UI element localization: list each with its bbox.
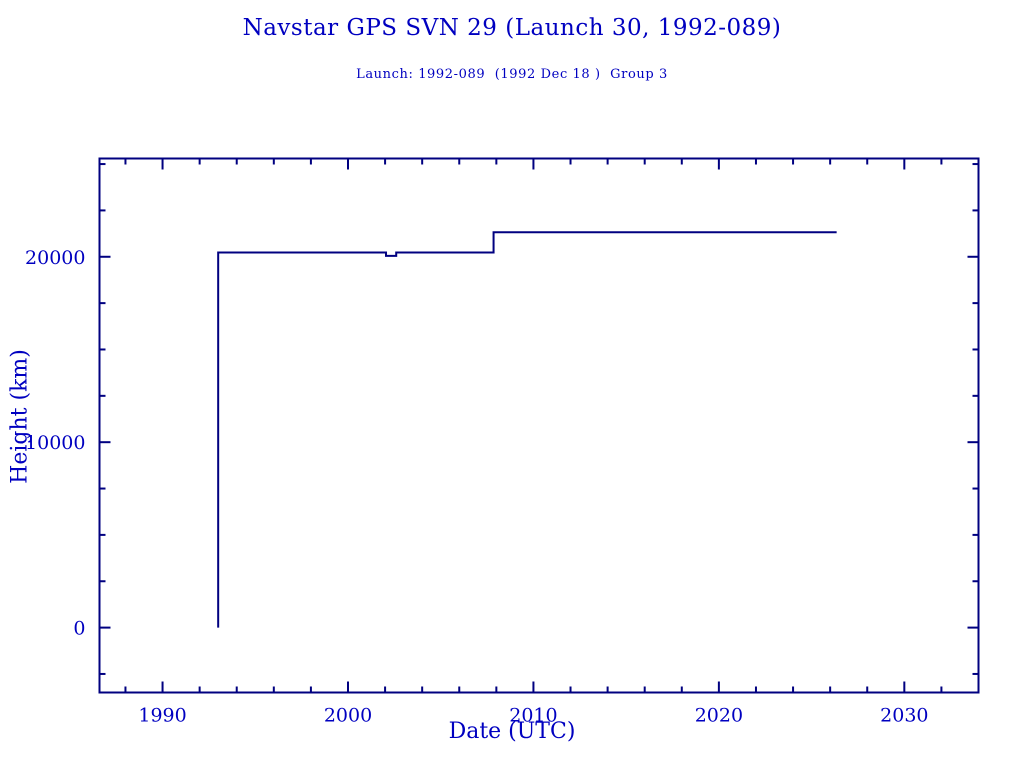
x-tick-label: 2000 [324, 705, 372, 727]
x-tick-label: 1990 [138, 705, 186, 727]
x-tick-label: 2020 [695, 705, 743, 727]
data-series-group [217, 231, 837, 628]
chart-subtitle: Launch: 1992-089 (1992 Dec 18 ) Group 3 [356, 67, 668, 82]
y-axis-tick-labels: 0 10000 20000 [25, 247, 85, 640]
plot-frame [98, 157, 980, 694]
plot-border [98, 157, 980, 694]
x-axis-label: Date (UTC) [448, 719, 576, 744]
y-tick-label: 0 [73, 618, 85, 640]
x-axis-tick-labels: 1990 2000 2010 2020 2030 [138, 705, 928, 727]
y-tick-label: 10000 [25, 432, 85, 454]
data-line-height [217, 231, 837, 628]
chart-title: Navstar GPS SVN 29 (Launch 30, 1992-089) [242, 15, 782, 41]
y-axis-ticks [99, 163, 979, 675]
x-axis-ticks [124, 158, 980, 693]
x-tick-label: 2030 [880, 705, 928, 727]
y-tick-label: 20000 [25, 247, 85, 269]
x-tick-label: 2010 [509, 705, 557, 727]
